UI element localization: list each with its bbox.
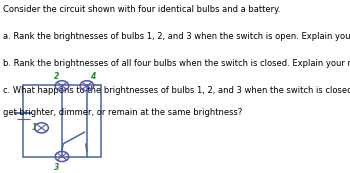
Text: 4: 4	[90, 72, 95, 81]
Text: Consider the circuit shown with four identical bulbs and a battery.: Consider the circuit shown with four ide…	[4, 5, 281, 14]
Text: a. Rank the brightnesses of bulbs 1, 2, and 3 when the switch is open. Explain y: a. Rank the brightnesses of bulbs 1, 2, …	[4, 32, 350, 41]
Text: 1: 1	[32, 123, 37, 132]
Text: b. Rank the brightnesses of all four bulbs when the switch is closed. Explain yo: b. Rank the brightnesses of all four bul…	[4, 59, 350, 68]
Text: c. What happens to the brightnesses of bulbs 1, 2, and 3 when the switch is clos: c. What happens to the brightnesses of b…	[4, 86, 350, 95]
Text: 2: 2	[54, 72, 59, 81]
Text: get brighter, dimmer, or remain at the same brightness?: get brighter, dimmer, or remain at the s…	[4, 108, 243, 117]
Text: 3: 3	[54, 163, 59, 172]
